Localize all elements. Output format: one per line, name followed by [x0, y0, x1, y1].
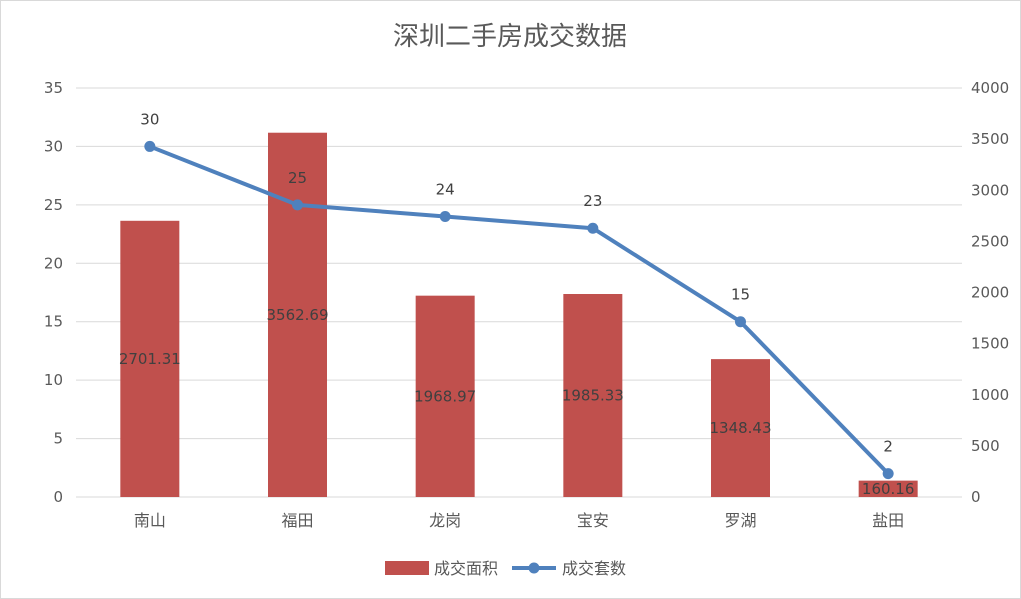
left-axis-tick-label: 20 — [44, 254, 63, 272]
bar-data-label: 2701.31 — [119, 350, 181, 368]
line-data-label: 30 — [140, 110, 159, 128]
category-label: 福田 — [281, 511, 313, 530]
left-axis-tick-label: 30 — [44, 137, 63, 155]
left-axis: 0 5 10 15 20 25 30 35 — [44, 79, 63, 506]
chart-title: 深圳二手房成交数据 — [393, 22, 627, 52]
right-axis-tick-label: 0 — [971, 488, 981, 506]
right-axis-tick-label: 500 — [971, 437, 1000, 455]
category-label: 盐田 — [872, 511, 904, 530]
bar — [563, 294, 623, 497]
line-data-label: 15 — [731, 286, 750, 304]
line-data-label: 24 — [436, 181, 455, 199]
line-point — [587, 222, 599, 234]
left-axis-tick-label: 5 — [53, 430, 63, 448]
line-series: 30 25 24 23 15 2 — [140, 110, 894, 480]
right-axis-tick-label: 4000 — [971, 79, 1009, 97]
legend-swatch-marker — [528, 562, 540, 574]
right-axis-tick-label: 3500 — [971, 130, 1009, 148]
gridlines — [76, 87, 962, 498]
category-axis: 南山 福田 龙岗 宝安 罗湖 盐田 — [134, 511, 904, 530]
bar-data-label: 1968.97 — [414, 387, 476, 405]
left-axis-tick-label: 25 — [44, 196, 63, 214]
bar-data-label: 1985.33 — [562, 387, 624, 405]
line-point — [439, 211, 451, 223]
category-label: 宝安 — [577, 511, 609, 530]
right-axis-tick-label: 2000 — [971, 284, 1009, 302]
right-axis-tick-label: 1500 — [971, 335, 1009, 353]
category-label: 龙岗 — [429, 511, 461, 530]
right-axis-tick-label: 2500 — [971, 232, 1009, 250]
legend-label-line: 成交套数 — [562, 559, 626, 578]
category-label: 罗湖 — [724, 511, 756, 530]
bar — [120, 220, 180, 497]
line-point — [735, 316, 746, 328]
series-line — [149, 144, 890, 476]
line-data-label: 2 — [883, 438, 893, 456]
left-axis-tick-label: 10 — [44, 371, 63, 389]
bar-data-label: 3562.69 — [266, 306, 328, 324]
left-axis-tick-label: 35 — [44, 79, 63, 97]
right-axis-tick-label: 3000 — [971, 181, 1009, 199]
bar-series: 2701.31 3562.69 1968.97 1985.33 1348.43 160.1… — [119, 132, 918, 498]
legend: 成交面积 成交套数 — [385, 559, 626, 578]
line-data-label: 23 — [583, 192, 602, 210]
legend-swatch-bar — [385, 561, 429, 575]
left-axis-tick-label: 15 — [44, 313, 63, 331]
line-data-label: 25 — [288, 169, 307, 187]
bar-data-label: 160.16 — [862, 480, 915, 498]
bar-data-label: 1348.43 — [709, 419, 771, 437]
left-axis-tick-label: 0 — [53, 488, 63, 506]
right-axis: 0 500 1000 1500 2000 2500 3000 3500 4000 — [971, 79, 1009, 506]
bar — [268, 132, 327, 497]
bar — [711, 359, 770, 497]
bar — [858, 480, 918, 497]
bar — [415, 295, 475, 497]
right-axis-tick-label: 1000 — [971, 386, 1009, 404]
legend-label-bar: 成交面积 — [434, 559, 498, 578]
line-point — [292, 199, 303, 211]
line-point — [882, 468, 894, 480]
category-label: 南山 — [134, 511, 166, 530]
line-point — [144, 140, 156, 152]
